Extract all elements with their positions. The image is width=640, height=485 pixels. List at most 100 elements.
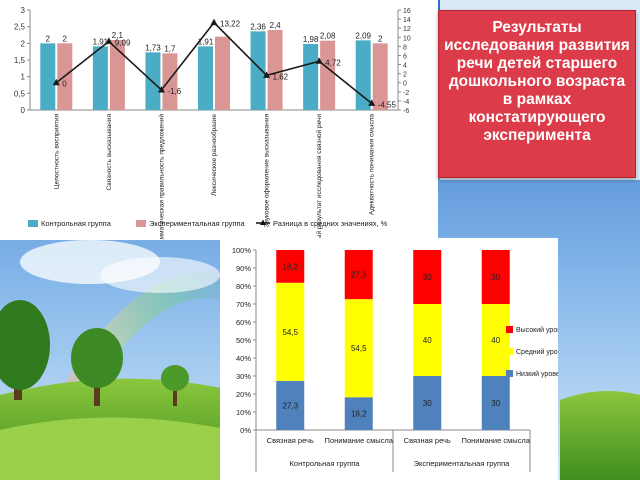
line-value-label: -1,6	[167, 87, 181, 96]
line-value-label: 1,62	[273, 72, 289, 81]
segment-value-label: 30	[423, 399, 432, 408]
legend-label: Экспериментальная группа	[149, 219, 246, 228]
x-category-label: Звуковое оформление высказывания	[264, 114, 271, 228]
segment-value-label: 18,2	[351, 410, 367, 419]
x-category-label: Лексическое разнообразие	[210, 114, 218, 196]
bar-value-label: 2,36	[250, 22, 266, 31]
stack-segment-0	[413, 376, 442, 430]
legend-swatch	[506, 348, 513, 355]
y2-tick-label: 6	[403, 53, 407, 60]
x-category-label: Понимание смысла	[325, 436, 394, 445]
line-marker	[105, 37, 113, 44]
bar-value-label: 2,08	[320, 32, 336, 41]
line-marker	[263, 71, 271, 78]
y-tick-label: 0,5	[14, 89, 26, 98]
line-marker	[368, 99, 376, 106]
y2-tick-label: -4	[403, 99, 409, 106]
stack-segment-0	[344, 397, 373, 430]
slide-title: Результаты исследования развития речи де…	[444, 19, 630, 144]
bar-line-chart-panel: 0 0,5 1 1,5 2 2,5 3 -6 -4 -2 0 2 4 6 8 10 12 14 16 2 2 Целост…	[0, 0, 438, 271]
segment-value-label: 54,5	[351, 344, 367, 353]
x-category-label: Грамматическая правильность предложений	[157, 114, 165, 240]
bar-experimental	[267, 30, 283, 110]
segment-value-label: 54,5	[282, 328, 298, 337]
stack-segment-1	[276, 282, 305, 381]
bar-control	[40, 43, 56, 111]
bar-value-label: 2,1	[112, 31, 124, 40]
y-tick-label: 1,5	[14, 56, 26, 65]
bar-value-label: 2	[46, 34, 51, 43]
bar-experimental	[109, 40, 125, 110]
y-tick-label: 1	[21, 73, 26, 82]
x-category-label: Целостность восприятия	[53, 114, 60, 190]
chart-criteria: 0 0,5 1 1,5 2 2,5 3 -6 -4 -2 0 2 4 6 8 10 12 14 16 2 2 Целост…	[14, 6, 411, 271]
y2-tick-label: -6	[403, 108, 409, 115]
bar-value-label: 1,98	[303, 35, 319, 44]
y-tick-label: 0	[21, 106, 26, 115]
stacked-chart-panel: 0% 10% 20% 30% 40% 50% 60% 70% 80% 90% 100% 27,3 54,…	[220, 238, 573, 480]
legend-swatch	[136, 220, 146, 227]
legend-label: Разница в средних значениях, %	[273, 219, 388, 228]
y-tick-label: 20%	[236, 390, 251, 399]
bar-control	[303, 44, 319, 110]
bar-value-label: 1,73	[145, 43, 161, 52]
bar-value-label: 1,91	[93, 37, 109, 46]
line-marker	[315, 57, 323, 64]
legend-swatch	[28, 220, 38, 227]
y2-tick-label: 2	[403, 72, 407, 79]
y2-tick-label: 10	[403, 35, 411, 42]
y-tick-label: 70%	[236, 300, 251, 309]
segment-value-label: 27,3	[282, 401, 298, 410]
y2-tick-label: 12	[403, 26, 411, 33]
stack-segment-1	[413, 304, 442, 376]
x-category-label: Адекватность понимания смысла	[369, 114, 376, 215]
bar-value-label: 2,4	[270, 21, 282, 30]
line-value-label: -4,55	[378, 100, 397, 109]
stack-segment-0	[481, 376, 510, 430]
stack-segment-2	[413, 250, 442, 304]
y2-tick-label: 4	[403, 63, 407, 70]
bar-control	[250, 31, 266, 110]
bar-control	[92, 46, 108, 110]
line-marker	[52, 78, 60, 86]
bar-control	[355, 40, 371, 111]
segment-value-label: 18,2	[282, 262, 298, 271]
x-category-label: Обобщенный результат исследования связно…	[315, 114, 323, 240]
segment-value-label: 27,3	[351, 271, 367, 280]
bar-experimental	[320, 40, 336, 110]
x-category-label: Связная речь	[404, 436, 451, 445]
bar-experimental	[372, 43, 388, 111]
y2-tick-label: 8	[403, 44, 407, 51]
y-tick-label: 2,5	[14, 23, 26, 32]
y-tick-label: 10%	[236, 408, 251, 417]
y-tick-label: 100%	[232, 246, 252, 255]
y2-tick-label: -2	[403, 90, 409, 97]
segment-value-label: 30	[423, 273, 432, 282]
x-category-label: Понимание смысла	[462, 436, 531, 445]
stack-segment-1	[344, 299, 373, 398]
segment-value-label: 30	[491, 399, 500, 408]
y-tick-label: 30%	[236, 372, 251, 381]
line-value-label: 9,09	[115, 38, 131, 47]
stack-segment-1	[481, 304, 510, 376]
segment-value-label: 40	[423, 336, 432, 345]
x-group-label: Контрольная группа	[290, 459, 361, 468]
y-tick-label: 80%	[236, 282, 251, 291]
legend-label: Низкий уровень	[516, 370, 558, 378]
slide-title-box: Результаты исследования развития речи де…	[438, 10, 636, 178]
segment-value-label: 40	[491, 336, 500, 345]
x-category-label: Связная речь	[267, 436, 314, 445]
bar-experimental	[162, 53, 178, 110]
chart-levels: 0% 10% 20% 30% 40% 50% 60% 70% 80% 90% 100% 27,3 54,…	[232, 246, 573, 472]
line-value-label: 13,22	[220, 20, 241, 29]
y-tick-label: 60%	[236, 318, 251, 327]
y-tick-label: 90%	[236, 264, 251, 273]
bar-value-label: 1,91	[198, 37, 214, 46]
legend-label: Высокий уровень	[516, 326, 558, 334]
bar-control	[198, 46, 213, 110]
y-tick-label: 40%	[236, 354, 251, 363]
legend-swatch	[506, 370, 513, 377]
stack-segment-0	[276, 380, 305, 430]
stack-segment-2	[481, 250, 510, 304]
bar-value-label: 2	[63, 34, 68, 43]
